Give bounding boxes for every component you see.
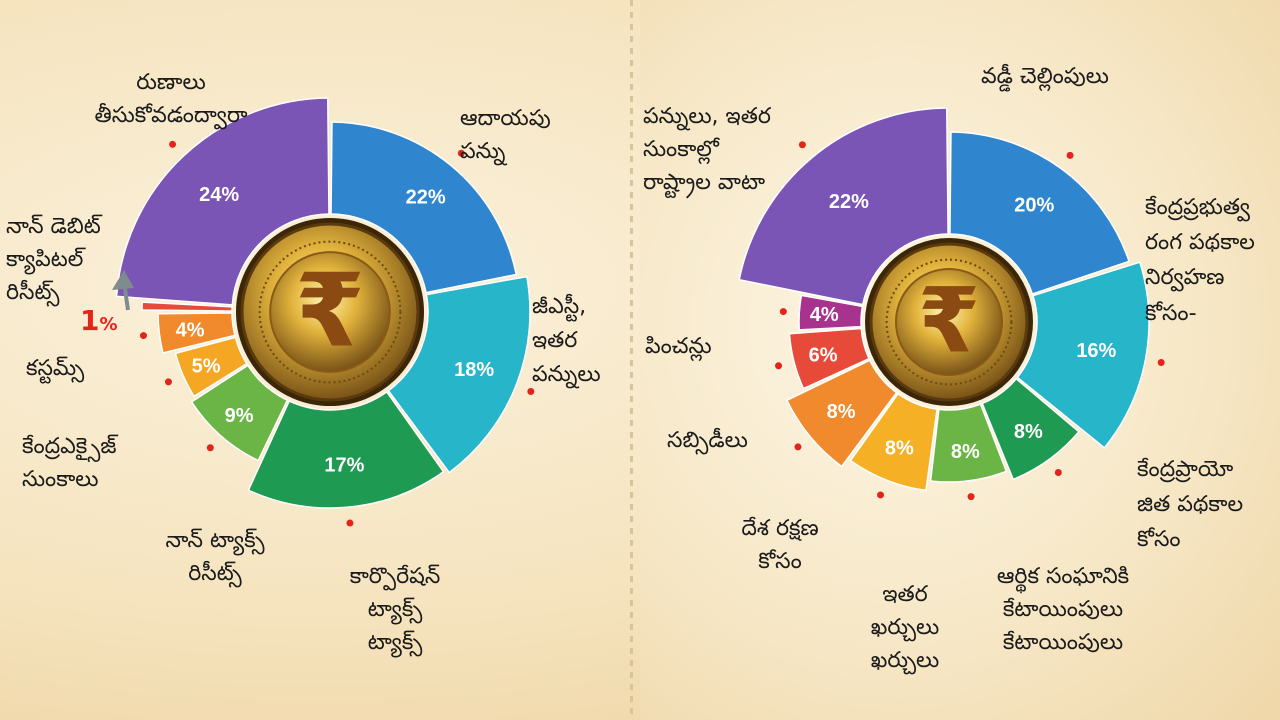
pie-slice [798,294,864,331]
pie-slice [981,377,1080,481]
label-finance-commission: ఆర్థిక సంఘానికి కేటాయింపులు కేటాయింపులు [996,564,1130,655]
svg-text:₹: ₹ [918,270,980,374]
pointer-marker [169,140,177,148]
label-central-sector: కేంద్రప్రభుత్వ రంగ పథకాల నిర్వహణ కోసం- [1145,195,1255,326]
slice-value-label: 24% [199,184,239,206]
label-income-tax: ఆదాయపు పన్ను [460,106,551,164]
pointer-marker [206,444,214,452]
slice-value-label: 22% [829,191,869,213]
pie-slice [738,107,949,306]
label-non-debt-percent: 1% [80,300,118,342]
label-defence: దేశ రక్షణ కోసం [741,516,819,574]
pointer-marker [1066,151,1074,159]
svg-text:₹: ₹ [295,251,365,369]
pie-slice [141,301,233,312]
pie-slice [387,275,531,474]
label-gst: జీఎస్టీ, ఇతర పన్నులు [532,294,601,388]
pointer-marker [775,362,783,370]
slice-value-label: 16% [1076,340,1116,362]
rupee-coin-icon: ₹ [865,238,1033,406]
pointer-marker [798,141,806,149]
slice-value-label: 6% [809,344,838,366]
label-non-debt-capital: నాన్ డెబిట్ క్యాపిటల్ రిసీట్స్ [6,214,101,305]
pointer-marker [527,388,535,396]
slice-value-label: 18% [454,359,494,381]
pointer-marker [794,443,802,451]
pie-slice [330,121,518,294]
label-css: కేంద్రప్రాయో జిత పథకాల కోసం [1137,457,1244,553]
pie-slice [849,392,938,492]
slice-value-label: 4% [810,304,839,326]
slice-value-label: 8% [827,401,856,423]
pie-slice [785,359,898,468]
pie-slice [190,364,289,462]
pointer-marker [877,491,885,499]
slice-value-label: 22% [406,186,446,208]
pie-slice [929,403,1008,483]
pie-slice [247,390,445,509]
pointer-marker [1054,468,1062,476]
expenditure-panel: 20% 16% 8% 8% 8% 8% 6% 4% 22% ₹ వడ్డీ చెల్లింపులు… [633,0,1280,720]
pointer-marker [967,493,975,501]
receipts-panel: 22% 18% 17% 9% 5% 4% 24% ₹ రుణాలు తీసుకోవడంద్వా… [0,0,630,720]
slice-value-label: 8% [951,441,980,463]
rupee-coin-icon: ₹ [236,218,424,406]
label-non-tax-receipts: నాన్ ట్యాక్స్ రిసీట్స్ [165,528,265,586]
pie-slice [174,336,248,398]
non-debt-unit: % [99,314,118,335]
label-corporation-tax: కార్పొరేషన్ ట్యాక్స్ ట్యాక్స్ [349,564,441,655]
label-subsidies: సబ్సిడీలు [667,428,748,453]
pointer-marker [346,519,354,527]
arrow-up-icon [112,270,134,311]
panel-divider [630,0,633,720]
slice-value-label: 9% [225,405,254,427]
pointer-marker [457,149,465,157]
receipts-pie-chart: 22% 18% 17% 9% 5% 4% 24% ₹ [112,97,535,527]
pie-slice [788,327,870,390]
pointer-marker [1157,358,1165,366]
label-borrowings: రుణాలు తీసుకోవడంద్వారా [94,70,248,128]
slice-value-label: 5% [192,356,221,378]
label-customs: కస్టమ్స్ [26,356,85,381]
pie-slice [115,97,330,306]
label-states-share: పన్నులు, ఇతర సుంకాల్లో రాష్ట్రాల వాటా [643,104,771,195]
label-pensions: పించన్లు [645,334,712,359]
label-interest: వడ్డీ చెల్లింపులు [981,64,1109,89]
pointer-marker [779,308,787,316]
slice-value-label: 8% [1014,421,1043,443]
non-debt-value: 1 [80,304,100,337]
pie-slice [1016,261,1150,449]
pie-slice [949,131,1131,295]
slice-value-label: 20% [1014,195,1054,217]
label-other-expenses: ఇతర ఖర్చులు ఖర్చులు [870,582,940,673]
slice-value-label: 8% [885,438,914,460]
label-excise: కేంద్రఎక్సైజ్ సుంకాలు [22,434,117,492]
slice-value-label: 4% [176,320,205,342]
pie-slice [157,312,236,354]
expenditure-pie-chart: 20% 16% 8% 8% 8% 8% 6% 4% 22% ₹ [738,107,1165,501]
pointer-marker [164,378,172,386]
pointer-marker [139,332,147,340]
slice-value-label: 17% [324,454,364,476]
